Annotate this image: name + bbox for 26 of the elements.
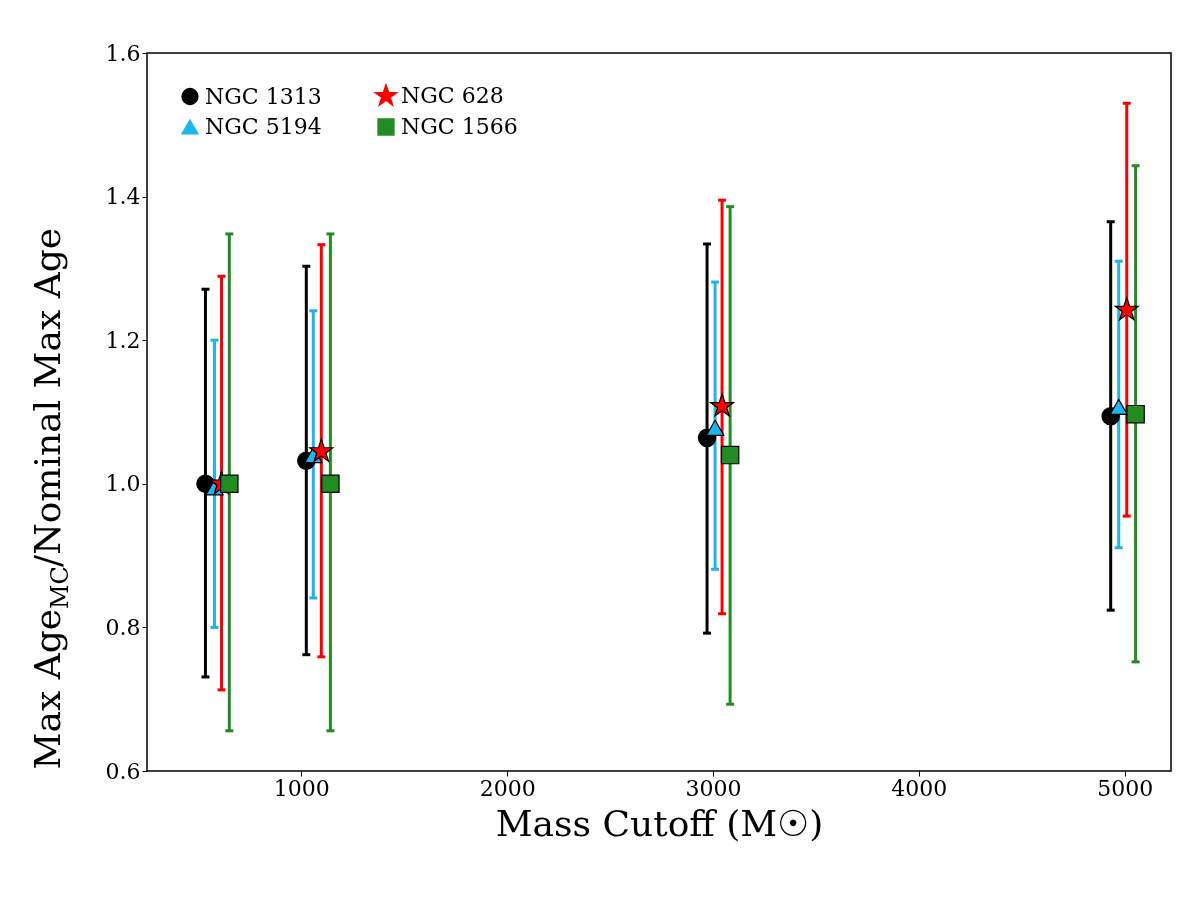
y-tick-label: 0.8	[105, 614, 141, 640]
y-tick-label: 0.6	[105, 758, 141, 784]
point	[220, 474, 239, 494]
legend-label: NGC 1566	[401, 114, 518, 139]
point	[1126, 404, 1145, 424]
y-tick-label: 1.4	[105, 184, 141, 210]
x-tick-label: 2000	[479, 775, 536, 801]
point	[309, 438, 334, 462]
x-tick-label: 4000	[891, 775, 948, 801]
point	[720, 445, 740, 465]
x-tick-label: 5000	[1097, 775, 1154, 801]
y-tick-label: 1.2	[105, 327, 141, 353]
point	[709, 393, 735, 417]
point	[321, 474, 340, 494]
y-axis-title: Max AgeMC/Nominal Max Age	[27, 228, 74, 770]
y-tick-label: 1.0	[105, 471, 141, 497]
point	[1114, 297, 1139, 321]
x-tick-label: 3000	[685, 775, 742, 801]
point	[705, 419, 725, 436]
legend-label: NGC 5194	[205, 114, 322, 139]
point	[1109, 398, 1128, 416]
x-axis-title: Mass Cutoff (M☉)	[495, 802, 824, 844]
legend-label: NGC 628	[401, 83, 504, 109]
legend-label: NGC 1313	[205, 83, 322, 109]
y-tick-label: 1.6	[105, 40, 141, 66]
x-tick-label: 1000	[273, 775, 330, 801]
